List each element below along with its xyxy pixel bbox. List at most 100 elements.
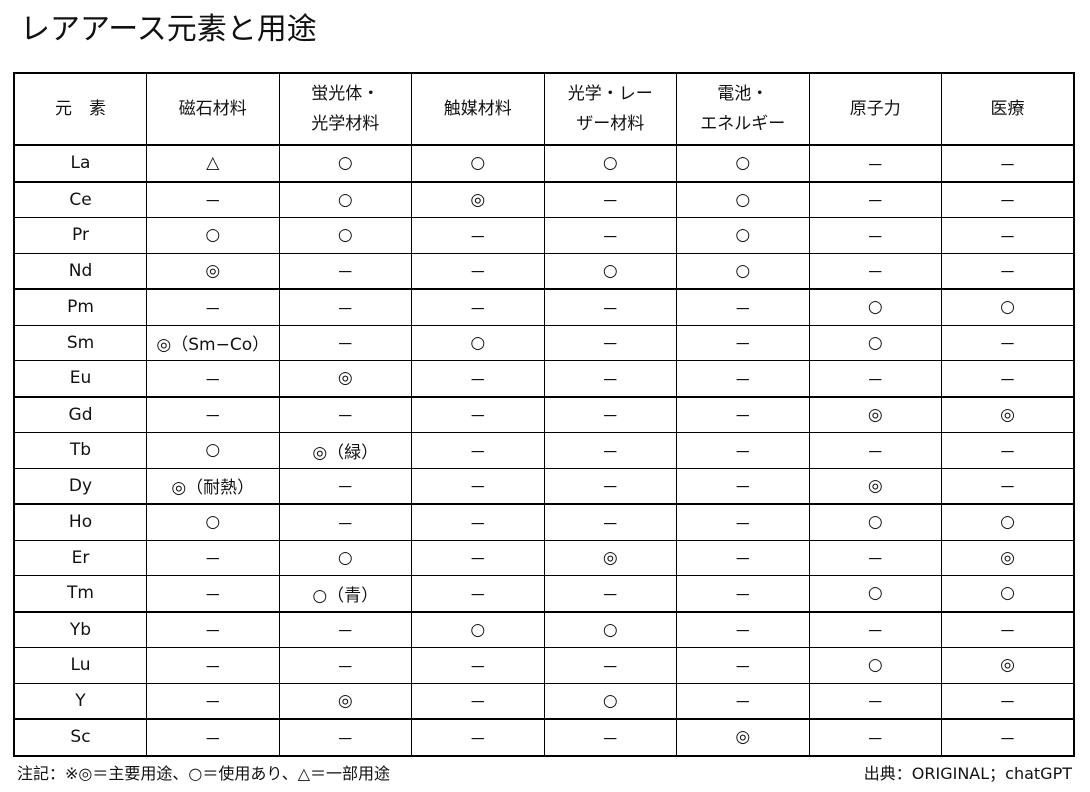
usage-cell: － <box>278 288 412 326</box>
usage-cell: － <box>411 467 545 505</box>
usage-cell: ◎（緑） <box>278 432 412 469</box>
usage-cell: － <box>543 288 677 326</box>
usage-cell: － <box>808 432 942 469</box>
usage-cell: － <box>941 360 1075 398</box>
usage-cell: － <box>808 217 942 254</box>
usage-cell: ◎ <box>808 396 942 433</box>
table-row: Ce － ○ ◎ － ○ －－ <box>13 181 1075 218</box>
usage-cell: － <box>543 467 677 505</box>
header-row: 元 素磁石材料 蛍光体・ 光学材料 触媒材料 光学・レー ザー材料 電池・ エネルギー原… <box>13 72 1075 146</box>
usage-cell: － <box>146 718 280 756</box>
usage-cell: － <box>411 682 545 720</box>
element-cell: Y <box>13 682 147 720</box>
usage-cell: － <box>941 611 1075 648</box>
element-cell: Sm <box>13 324 147 361</box>
usage-cell: ○ <box>278 217 412 254</box>
element-cell: La <box>13 144 147 183</box>
usage-cell: － <box>146 647 280 684</box>
usage-cell: － <box>543 181 677 218</box>
usage-cell: － <box>941 252 1075 290</box>
usage-cell: ◎ <box>278 682 412 720</box>
usage-cell: － <box>146 181 280 218</box>
element-cell: Dy <box>13 467 147 505</box>
usage-cell: － <box>411 647 545 684</box>
usage-cell: － <box>146 288 280 326</box>
usage-cell: － <box>411 432 545 469</box>
usage-cell: － <box>676 682 810 720</box>
table-row: Sm ◎（Sm−Co）－ ○ －－ ○ － <box>13 324 1075 361</box>
usage-cell: － <box>411 575 545 613</box>
usage-cell: － <box>808 611 942 648</box>
usage-cell: － <box>808 539 942 576</box>
usage-cell: － <box>941 217 1075 254</box>
usage-cell: － <box>543 217 677 254</box>
usage-cell: － <box>941 181 1075 218</box>
usage-cell: － <box>543 324 677 361</box>
usage-cell: － <box>941 467 1075 505</box>
usage-cell: － <box>808 718 942 756</box>
usage-cell: － <box>146 682 280 720</box>
usage-cell: － <box>941 324 1075 361</box>
table-row: Ho ○ －－－－ ○ ○ <box>13 503 1075 541</box>
usage-cell: ◎ <box>941 539 1075 576</box>
usage-cell: － <box>543 360 677 398</box>
usage-cell: ○ <box>808 503 942 541</box>
table-row: Eu － ◎ －－－－－ <box>13 360 1075 398</box>
usage-cell: ○ <box>146 503 280 541</box>
usage-cell: － <box>676 324 810 361</box>
usage-cell: ○ <box>808 575 942 613</box>
usage-cell: － <box>411 288 545 326</box>
usage-cell: － <box>676 647 810 684</box>
usage-cell: － <box>941 144 1075 183</box>
usage-cell: ◎（Sm−Co） <box>146 324 280 361</box>
usage-cell: － <box>543 647 677 684</box>
usage-cell: ◎ <box>543 539 677 576</box>
usage-cell: ○ <box>676 252 810 290</box>
column-header: 医療 <box>941 72 1075 146</box>
usage-cell: － <box>411 396 545 433</box>
usage-cell: ○ <box>278 539 412 576</box>
usage-cell: － <box>676 575 810 613</box>
usage-cell: ◎（耐熱） <box>146 467 280 505</box>
element-cell: Ho <box>13 503 147 541</box>
usage-cell: － <box>941 682 1075 720</box>
usage-cell: ○ <box>146 217 280 254</box>
legend-note: 注記：※◎＝主要用途、○＝使用あり、△＝一部用途 <box>17 764 390 783</box>
usage-cell: － <box>543 575 677 613</box>
usage-cell: － <box>278 324 412 361</box>
element-cell: Sc <box>13 718 147 756</box>
column-header: 原子力 <box>808 72 942 146</box>
column-header: 蛍光体・ 光学材料 <box>278 72 412 146</box>
table-row: Lu －－－－－ ○ ◎ <box>13 647 1075 684</box>
usage-cell: ○ <box>543 682 677 720</box>
usage-cell: ◎ <box>411 181 545 218</box>
table-row: Pr ○ ○ －－ ○ －－ <box>13 217 1075 254</box>
usage-cell: － <box>411 539 545 576</box>
usage-cell: － <box>278 611 412 648</box>
usage-cell: ○ <box>941 575 1075 613</box>
table-row: Gd －－－－－ ◎ ◎ <box>13 396 1075 433</box>
usage-cell: ◎ <box>941 647 1075 684</box>
usage-cell: ◎ <box>941 396 1075 433</box>
usage-cell: － <box>146 396 280 433</box>
table-row: Er － ○ － ◎ －－ ◎ <box>13 539 1075 576</box>
usage-cell: － <box>411 217 545 254</box>
rare-earth-usage-table: 元 素磁石材料 蛍光体・ 光学材料 触媒材料 光学・レー ザー材料 電池・ エネルギー原… <box>13 72 1075 757</box>
usage-cell: － <box>543 396 677 433</box>
usage-cell: － <box>411 252 545 290</box>
usage-cell: － <box>941 718 1075 756</box>
element-cell: Yb <box>13 611 147 648</box>
usage-cell: － <box>941 432 1075 469</box>
table-row: La △ ○ ○ ○ ○ －－ <box>13 144 1075 183</box>
usage-cell: － <box>676 503 810 541</box>
element-cell: Lu <box>13 647 147 684</box>
table-row: Tm － ○（青）－－－ ○ ○ <box>13 575 1075 613</box>
usage-cell: ○ <box>543 611 677 648</box>
usage-cell: － <box>146 575 280 613</box>
usage-cell: － <box>676 611 810 648</box>
usage-cell: － <box>808 252 942 290</box>
usage-cell: － <box>676 288 810 326</box>
usage-cell: － <box>278 252 412 290</box>
column-header: 触媒材料 <box>411 72 545 146</box>
table-row: Sc －－－－ ◎ －－ <box>13 718 1075 756</box>
